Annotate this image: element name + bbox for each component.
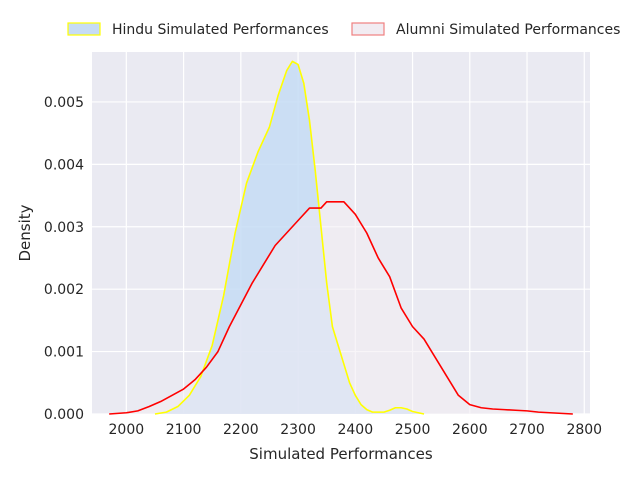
legend: Hindu Simulated Performances Alumni Simu… [67, 22, 620, 38]
x-tick-label: 2300 [280, 422, 316, 438]
legend-swatch-hindu [67, 22, 101, 36]
y-axis-label: Density [16, 204, 34, 261]
y-tick-label: 0.001 [44, 345, 84, 361]
x-tick-labels: 2000 2100 2200 2300 2400 2500 2600 2700 2800 [109, 422, 603, 438]
y-tick-label: 0.003 [44, 220, 84, 236]
x-tick-label: 2600 [452, 422, 488, 438]
x-axis-label: Simulated Performances [249, 445, 433, 463]
legend-label-hindu: Hindu Simulated Performances [112, 22, 329, 38]
series-line-1 [109, 200, 573, 415]
x-tick-label: 2400 [337, 422, 373, 438]
y-tick-label: 0.000 [44, 407, 84, 423]
x-tick-label: 2100 [166, 422, 202, 438]
legend-label-alumni: Alumni Simulated Performances [396, 22, 620, 38]
x-tick-label: 2200 [223, 422, 259, 438]
legend-swatch-alumni [351, 22, 385, 36]
y-tick-labels: 0.000 0.001 0.002 0.003 0.004 0.005 [44, 95, 84, 423]
y-tick-label: 0.005 [44, 95, 84, 111]
x-tick-label: 2500 [395, 422, 431, 438]
x-tick-label: 2700 [509, 422, 545, 438]
x-tick-label: 2800 [566, 422, 602, 438]
x-tick-label: 2000 [109, 422, 145, 438]
y-tick-label: 0.004 [44, 157, 84, 173]
series-area-1 [109, 201, 573, 414]
series-line-0 [154, 60, 425, 415]
y-tick-label: 0.002 [44, 282, 84, 298]
series-layer [109, 60, 573, 415]
